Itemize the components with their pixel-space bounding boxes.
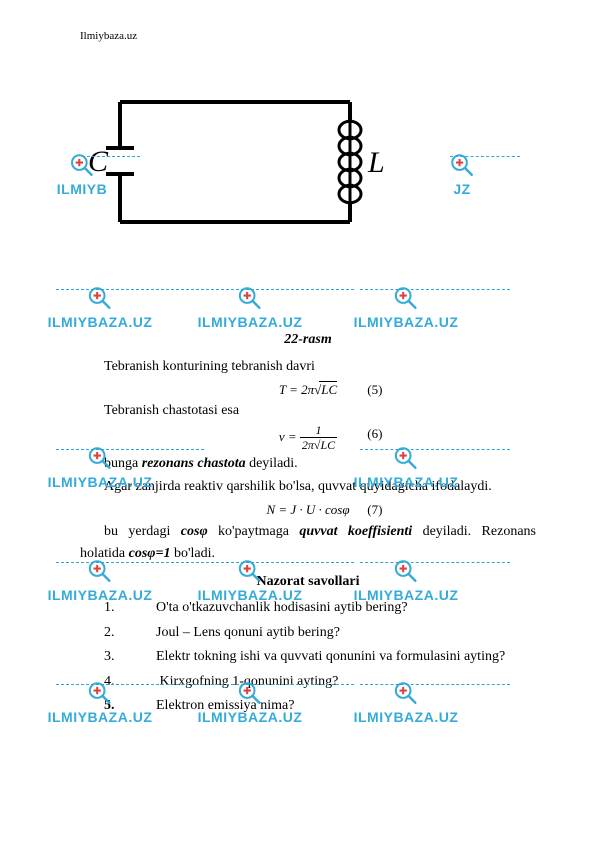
term-rezonans: rezonans chastota (142, 456, 246, 471)
watermark-rule (206, 289, 354, 290)
eq2-denom: 2π√LC (300, 438, 337, 452)
para-3: bunga rezonans chastota deyiladi. (80, 453, 536, 475)
question-list: 1.O'ta o'tkazuvchanlik hodisasini aytib … (104, 596, 536, 719)
question-number: 2. (104, 621, 156, 646)
question-number: 5. (104, 694, 156, 719)
page: Ilmiybaza.uz CL 22-rasm Tebranish kontur… (0, 0, 596, 749)
watermark-rule (56, 289, 204, 290)
eq2-num: (6) (367, 424, 382, 445)
question-text: Elektron emissiya nima? (156, 698, 294, 713)
equation-3: N = J · U · cosφ (7) (80, 500, 536, 521)
svg-text:L: L (367, 146, 385, 179)
figure-caption: 22-rasm (80, 332, 536, 348)
watermark-rule (206, 562, 354, 563)
eq1-num: (5) (367, 380, 382, 401)
question-number: 4. (104, 670, 156, 695)
watermark-rule (360, 562, 510, 563)
question-number: 1. (104, 596, 156, 621)
question-item: 4. Kirxgofning 1-qonunini ayting? (104, 670, 536, 695)
question-text: O'ta o'tkazuvchanlik hodisasini aytib be… (156, 600, 408, 615)
watermark-rule (450, 156, 520, 157)
watermark-rule (360, 289, 510, 290)
para-1: Tebranish konturining tebranish davri (80, 356, 536, 378)
question-text: Elektr tokning ishi va quvvati qonunini … (156, 649, 505, 664)
svg-text:C: C (88, 145, 109, 178)
watermark-rule (82, 156, 140, 157)
eq2-body: ν = 1 2π√LC (279, 429, 337, 444)
watermark-rule (56, 562, 204, 563)
equation-2: ν = 1 2π√LC (6) (80, 424, 536, 453)
eq3-num: (7) (367, 500, 382, 521)
question-item: 1.O'ta o'tkazuvchanlik hodisasini aytib … (104, 596, 536, 621)
eq3-body: N = J · U · cosφ (266, 502, 349, 517)
para-4: Agar zanjirda reaktiv qarshilik bo'lsa, … (80, 476, 536, 498)
question-item: 5.Elektron emissiya nima? (104, 694, 536, 719)
para-5: bu yerdagi cosφ ko'paytmaga quvvat koeff… (80, 521, 536, 564)
question-item: 3.Elektr tokning ishi va quvvati qonunin… (104, 645, 536, 670)
eq2-numer: 1 (300, 424, 337, 438)
watermark-rule (206, 684, 354, 685)
equation-1: T = 2π√LC (5) (80, 380, 536, 401)
header: Ilmiybaza.uz (80, 30, 536, 42)
lc-circuit-diagram: CL (80, 92, 400, 242)
eq1-body: T = 2π√LC (279, 382, 337, 397)
watermark-rule (360, 684, 510, 685)
question-item: 2.Joul – Lens qonuni aytib bering? (104, 621, 536, 646)
question-text: Kirxgofning 1-qonunini ayting? (156, 674, 338, 689)
watermark-rule (56, 684, 204, 685)
question-number: 3. (104, 645, 156, 670)
question-text: Joul – Lens qonuni aytib bering? (156, 625, 340, 640)
para-2: Tebranish chastotasi esa (80, 400, 536, 422)
section-heading: Nazorat savollari (80, 574, 536, 590)
